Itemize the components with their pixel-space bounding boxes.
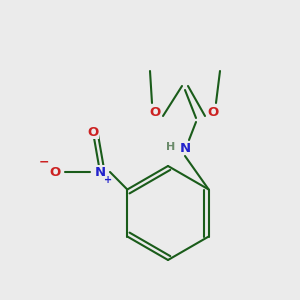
Text: N: N	[94, 166, 106, 178]
Text: +: +	[104, 175, 112, 185]
Text: O: O	[207, 106, 219, 118]
Text: −: −	[39, 155, 49, 169]
Text: N: N	[179, 142, 191, 154]
Text: O: O	[50, 166, 61, 178]
Text: O: O	[149, 106, 161, 118]
Text: H: H	[167, 142, 176, 152]
Text: O: O	[87, 125, 99, 139]
